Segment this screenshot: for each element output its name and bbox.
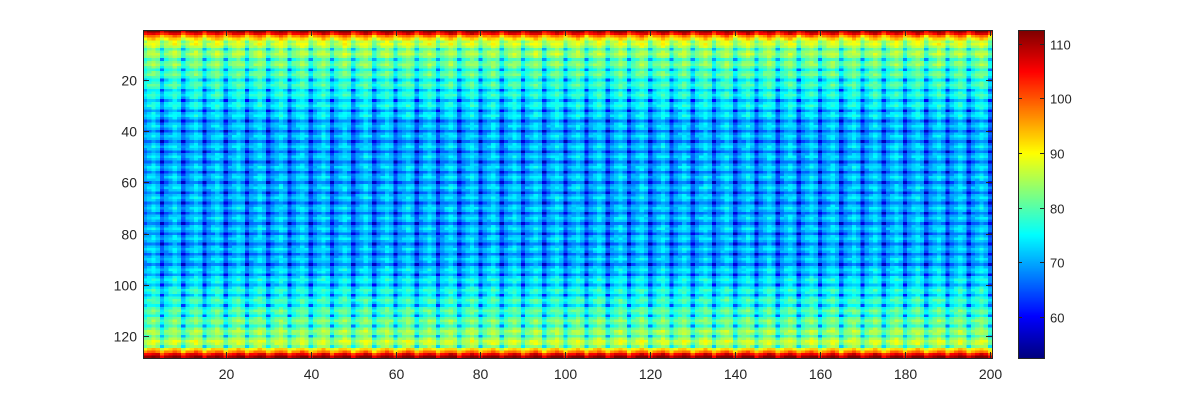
y-axis: 20 40 60 80 100 120 (114, 73, 992, 345)
y-tick-label: 40 (121, 124, 137, 140)
x-tick-label: 80 (473, 366, 489, 382)
colorbar-box (1018, 30, 1045, 359)
y-tick-label: 60 (121, 175, 137, 191)
colorbar: 60 70 80 90 100 110 (1018, 30, 1072, 359)
axes-box (143, 30, 993, 359)
x-tick-label: 140 (724, 366, 748, 382)
colorbar-tick-label: 90 (1050, 147, 1064, 162)
x-tick-label: 120 (639, 366, 663, 382)
x-tick-label: 60 (389, 366, 405, 382)
x-tick-label: 180 (894, 366, 918, 382)
colorbar-tick-label: 70 (1050, 256, 1064, 271)
y-tick-label: 20 (121, 73, 137, 89)
colorbar-tick-label: 110 (1050, 38, 1071, 53)
colorbar-tick-label: 80 (1050, 202, 1064, 217)
x-tick-label: 40 (304, 366, 320, 382)
y-tick-label: 80 (121, 227, 137, 243)
colorbar-axis: 60 70 80 90 100 110 (1018, 38, 1072, 326)
colorbar-gradient (1018, 30, 1044, 358)
x-axis: 20 40 60 80 100 120 140 160 180 200 (219, 30, 1003, 382)
y-tick-label: 100 (114, 278, 138, 294)
x-tick-label: 200 (979, 366, 1003, 382)
x-tick-label: 20 (219, 366, 235, 382)
plot-area: 20 40 60 80 100 120 140 160 180 200 20 40 60 80 100 12… (114, 30, 1003, 382)
x-tick-label: 100 (554, 366, 578, 382)
colorbar-tick-label: 100 (1050, 92, 1072, 107)
heatmap-cells (143, 30, 992, 358)
colorbar-tick-label: 60 (1050, 311, 1064, 326)
x-tick-label: 160 (809, 366, 833, 382)
y-tick-label: 120 (114, 329, 138, 345)
